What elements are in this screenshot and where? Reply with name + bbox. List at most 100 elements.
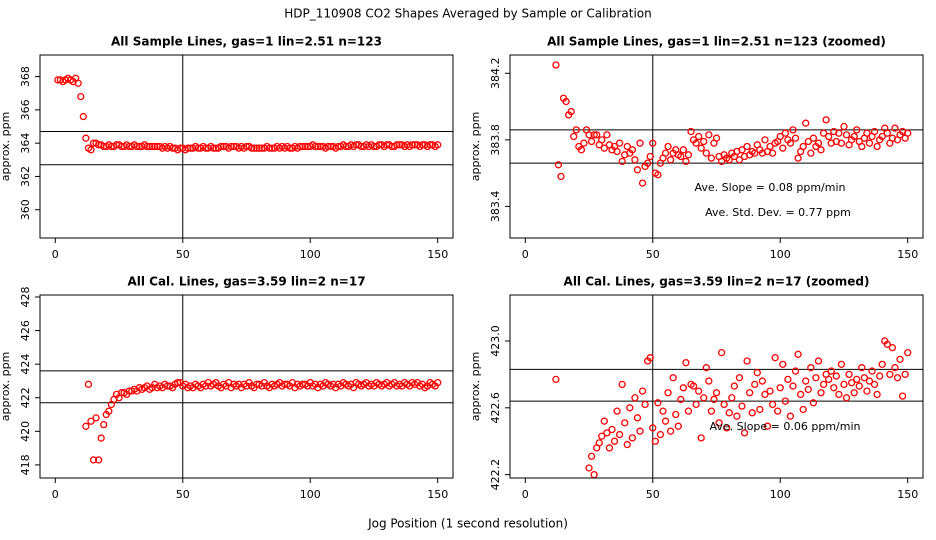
data-point bbox=[807, 149, 815, 157]
data-point bbox=[79, 112, 87, 121]
data-point bbox=[786, 412, 795, 420]
data-point bbox=[603, 429, 611, 437]
data-point bbox=[865, 377, 874, 385]
x-tick-label: 150 bbox=[897, 488, 918, 501]
data-point bbox=[595, 439, 603, 447]
data-point bbox=[835, 129, 843, 137]
data-point bbox=[608, 425, 616, 434]
data-point bbox=[621, 419, 629, 427]
data-point bbox=[89, 456, 98, 464]
data-point bbox=[666, 156, 675, 164]
data-point bbox=[842, 394, 851, 402]
data-point bbox=[590, 131, 598, 139]
data-point bbox=[646, 152, 654, 161]
data-point bbox=[301, 142, 309, 151]
data-point bbox=[314, 142, 322, 151]
data-point bbox=[766, 142, 774, 151]
data-point bbox=[689, 382, 698, 390]
data-point bbox=[786, 139, 795, 147]
x-tick-label: 0 bbox=[52, 488, 59, 501]
data-point bbox=[552, 375, 560, 384]
y-tick-label: 422 bbox=[19, 387, 32, 408]
data-point bbox=[598, 136, 606, 144]
data-point bbox=[733, 412, 741, 420]
data-point bbox=[893, 374, 902, 382]
data-point bbox=[868, 367, 876, 375]
data-point bbox=[638, 179, 647, 187]
data-point bbox=[659, 407, 667, 415]
data-point bbox=[687, 127, 695, 136]
data-point bbox=[832, 372, 840, 380]
data-point bbox=[883, 129, 891, 137]
data-point bbox=[776, 132, 784, 141]
x-tick-label: 100 bbox=[300, 248, 321, 261]
data-point bbox=[766, 387, 774, 395]
data-point bbox=[738, 402, 746, 410]
data-point bbox=[585, 464, 593, 472]
panel-title: All Sample Lines, gas=1 lin=2.51 n=123 bbox=[111, 35, 382, 49]
data-point bbox=[434, 141, 442, 149]
panel-title: All Cal. Lines, gas=3.59 lin=2 n=17 bbox=[127, 275, 365, 289]
data-point bbox=[735, 156, 744, 164]
data-point bbox=[628, 146, 637, 154]
data-point bbox=[654, 171, 662, 179]
panel-title: All Sample Lines, gas=1 lin=2.51 n=123 (… bbox=[547, 35, 886, 49]
data-point bbox=[804, 385, 812, 394]
data-point bbox=[641, 400, 649, 409]
data-point bbox=[700, 137, 708, 146]
data-point bbox=[628, 434, 637, 442]
y-tick-label: 422.6 bbox=[489, 392, 502, 424]
data-point bbox=[784, 375, 792, 384]
y-tick-label: 426 bbox=[19, 320, 32, 341]
data-point bbox=[735, 374, 744, 382]
panel-title: All Cal. Lines, gas=3.59 lin=2 n=17 (zoo… bbox=[564, 275, 870, 289]
data-point bbox=[761, 390, 769, 399]
data-point bbox=[695, 387, 703, 395]
data-point bbox=[802, 119, 810, 127]
data-point bbox=[593, 131, 601, 139]
data-point bbox=[809, 134, 818, 142]
points bbox=[82, 378, 442, 464]
data-point bbox=[702, 149, 710, 157]
data-point bbox=[774, 407, 782, 415]
data-point bbox=[623, 440, 631, 449]
data-point bbox=[804, 137, 812, 146]
data-point bbox=[779, 360, 787, 369]
x-tick-label: 50 bbox=[176, 248, 190, 261]
data-point bbox=[626, 404, 634, 412]
plot-frame bbox=[509, 54, 924, 239]
data-point bbox=[837, 139, 846, 147]
x-tick-label: 150 bbox=[427, 248, 448, 261]
data-point bbox=[684, 407, 693, 415]
data-point bbox=[807, 364, 815, 372]
data-point bbox=[707, 154, 716, 162]
data-point bbox=[250, 144, 258, 152]
data-point bbox=[830, 384, 838, 392]
data-point bbox=[751, 149, 759, 157]
data-point bbox=[779, 144, 787, 152]
data-point bbox=[796, 390, 805, 399]
data-point bbox=[664, 389, 672, 397]
data-point bbox=[791, 134, 800, 142]
data-point bbox=[886, 370, 894, 379]
data-point bbox=[840, 122, 848, 131]
x-tick-label: 50 bbox=[646, 248, 660, 261]
x-tick-label: 100 bbox=[770, 248, 791, 261]
annotation: Ave. Std. Dev. = 0.77 ppm bbox=[705, 206, 851, 219]
figure-title: HDP_110908 CO2 Shapes Averaged by Sample… bbox=[284, 7, 651, 21]
annotation: Ave. Slope = 0.06 ppm/min bbox=[710, 420, 861, 433]
data-point bbox=[853, 375, 861, 384]
data-point bbox=[600, 144, 608, 152]
points bbox=[552, 61, 912, 187]
data-point bbox=[870, 127, 879, 136]
x-axis-label: Jog Position (1 second resolution) bbox=[367, 517, 568, 531]
data-point bbox=[781, 397, 789, 405]
data-point bbox=[585, 131, 593, 139]
data-point bbox=[105, 407, 113, 415]
plot-frame bbox=[39, 54, 454, 239]
data-point bbox=[587, 137, 596, 146]
data-point bbox=[677, 152, 685, 161]
data-point bbox=[610, 437, 619, 445]
y-tick-label: 366 bbox=[19, 99, 32, 120]
